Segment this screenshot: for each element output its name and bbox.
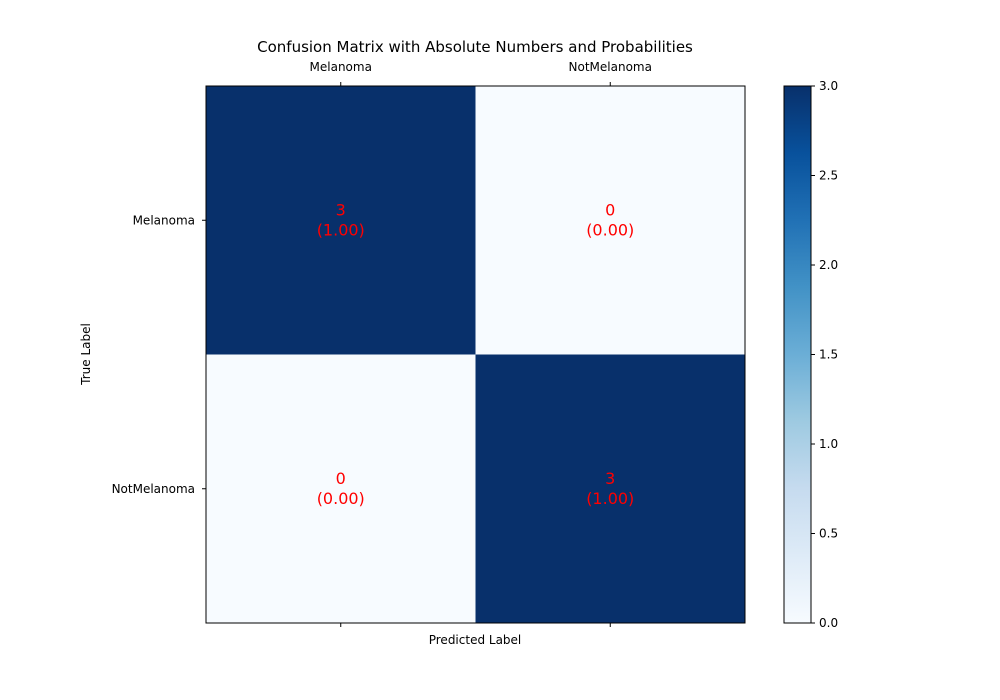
- matrix-cell-0-0: [206, 86, 476, 355]
- colorbar: [783, 85, 812, 624]
- matrix-cell-0-1: [475, 86, 745, 355]
- cell-count-1-0: 0: [336, 469, 346, 488]
- x-axis-bottom: [340, 623, 611, 627]
- y-tick-label-0: Melanoma: [133, 213, 195, 227]
- colorbar-tick-label-6: 3.0: [819, 79, 838, 93]
- plot-frame: [205, 85, 746, 624]
- cell-count-0-1: 0: [605, 200, 615, 219]
- x-axis-label: Predicted Label: [429, 633, 522, 647]
- matrix-cell-1-1: [475, 354, 745, 623]
- matrix-cell-1-0: [206, 354, 476, 623]
- chart-title: Confusion Matrix with Absolute Numbers a…: [257, 38, 693, 56]
- x-tick-label-0: Melanoma: [310, 60, 372, 74]
- colorbar-tick-label-2: 1.0: [819, 437, 838, 451]
- cell-probability-1-1: (1.00): [586, 489, 634, 508]
- cell-probability-0-1: (0.00): [586, 220, 634, 239]
- matrix-cells: [206, 86, 745, 623]
- cell-probability-0-0: (1.00): [317, 220, 365, 239]
- cell-count-0-0: 3: [336, 200, 346, 219]
- colorbar-tick-label-5: 2.5: [819, 169, 838, 183]
- colorbar-tick-label-4: 2.0: [819, 258, 838, 272]
- cell-annotations: 3(1.00)0(0.00)0(0.00)3(1.00): [317, 200, 635, 508]
- x-tick-label-1: NotMelanoma: [569, 60, 652, 74]
- y-tick-label-1: NotMelanoma: [112, 482, 195, 496]
- y-axis-label: True Label: [79, 323, 93, 386]
- cell-count-1-1: 3: [605, 469, 615, 488]
- colorbar-tick-label-0: 0.0: [819, 616, 838, 630]
- colorbar-tick-label-1: 0.5: [819, 527, 838, 541]
- cell-probability-1-0: (0.00): [317, 489, 365, 508]
- y-axis: Melanoma NotMelanoma: [112, 213, 206, 496]
- colorbar-tick-label-3: 1.5: [819, 348, 838, 362]
- colorbar-ticks: 0.0 0.5 1.0 1.5 2.0 2.5 3.0: [811, 79, 838, 630]
- x-axis-top: Melanoma NotMelanoma: [310, 60, 652, 86]
